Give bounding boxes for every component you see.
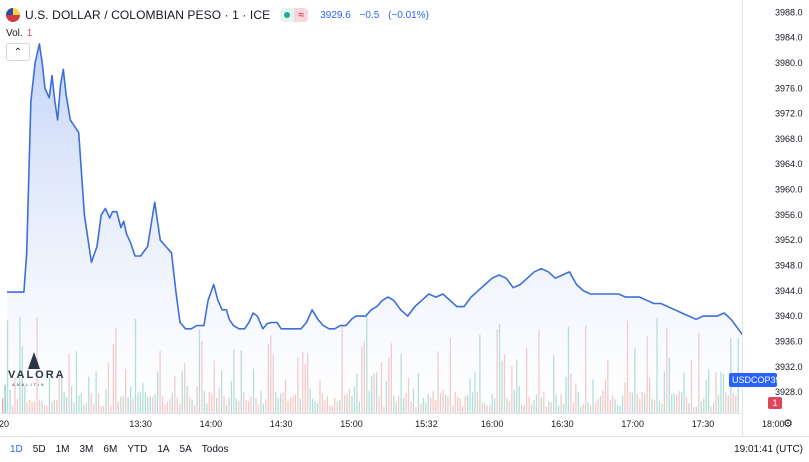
x-tick-label: 20	[0, 419, 9, 429]
symbol-title[interactable]: U.S. DOLLAR / COLOMBIAN PESO · 1 · ICE	[25, 8, 271, 22]
symbol-header[interactable]: U.S. DOLLAR / COLOMBIAN PESO · 1 · ICE ≈…	[6, 5, 435, 25]
last-price: 3929.6	[320, 9, 351, 21]
time-axis[interactable]: 20 13:30 14:00 14:30 15:00 15:32 16:00 16:30 17:…	[0, 413, 785, 430]
x-tick-label: 17:30	[692, 419, 715, 429]
date-range-selector[interactable]: 1D 5D 1M 3M 6M YTD 1A 5A Todos	[10, 444, 238, 455]
y-tick-label: 3972.0	[775, 109, 803, 119]
price-axis[interactable]: 3932.0 3936.0 3940.0 3944.0 3948.0 3952.0 3956…	[742, 0, 809, 436]
y-tick-label: 3976.0	[775, 83, 803, 93]
range-button-1m[interactable]: 1M	[55, 444, 70, 455]
x-tick-label: 15:32	[415, 419, 438, 429]
y-tick-label: 3968.0	[775, 134, 803, 144]
y-tick-label: 3952.0	[775, 235, 803, 245]
y-tick-label: 3984.0	[775, 33, 803, 43]
volume-bar	[4, 384, 6, 413]
x-tick-label: 16:00	[481, 419, 504, 429]
y-tick-label: 3988.0	[775, 7, 803, 17]
range-button-todos[interactable]: Todos	[201, 444, 229, 455]
y-tick-label: 3980.0	[775, 58, 803, 68]
volume-legend[interactable]: Vol. 1	[6, 28, 32, 39]
price-tag-value: 3929.6	[770, 375, 799, 385]
logo-tagline: ANALITIK	[12, 382, 46, 387]
x-tick-label: 14:30	[270, 419, 293, 429]
y-tick-label: 3928.0	[775, 387, 803, 397]
price-chart[interactable]: 3932.0 3936.0 3940.0 3944.0 3948.0 3952.0 3956…	[0, 0, 809, 436]
y-tick-label: 3936.0	[775, 336, 803, 346]
x-tick-label: 14:00	[200, 419, 223, 429]
price-area	[7, 43, 788, 414]
y-tick-label: 3964.0	[775, 159, 803, 169]
price-axis-bg	[742, 0, 809, 436]
price-change-pct: (−0.01%)	[388, 9, 429, 21]
market-open-dot-icon	[280, 8, 295, 22]
volume-bar	[2, 398, 4, 413]
y-tick-label: 3960.0	[775, 185, 803, 195]
volume-value: 1	[26, 28, 33, 39]
utc-clock[interactable]: 19:01:41 (UTC)	[734, 444, 803, 455]
volume-label: Vol.	[6, 28, 23, 39]
volume-tag: 1	[768, 397, 782, 409]
chevron-up-icon: ⌃	[13, 46, 23, 58]
y-tick-label: 3948.0	[775, 260, 803, 270]
range-button-1d[interactable]: 1D	[10, 444, 23, 455]
approx-equal-icon: ≈	[294, 8, 309, 22]
price-tag-symbol: USDCOP	[732, 375, 771, 385]
valora-logo: VALORA ANALITIK	[6, 352, 64, 388]
price-area-fill	[7, 43, 788, 414]
collapse-legend-button[interactable]: ⌃	[6, 43, 30, 61]
x-tick-label: 16:30	[551, 419, 574, 429]
logo-mark-icon	[28, 352, 40, 369]
market-status-pill[interactable]: ≈	[280, 8, 309, 22]
range-button-5a[interactable]: 5A	[179, 444, 192, 455]
range-button-ytd[interactable]: YTD	[127, 444, 148, 455]
price-line	[7, 43, 788, 371]
last-price-tag: USDCOP 3929.6	[729, 373, 798, 387]
x-tick-label: 15:00	[340, 419, 363, 429]
y-tick-label: 3956.0	[775, 210, 803, 220]
x-tick-label: 17:00	[621, 419, 644, 429]
logo-word: VALORA	[8, 369, 66, 381]
price-change: −0.5	[359, 9, 380, 21]
bottom-toolbar: 1D 5D 1M 3M 6M YTD 1A 5A Todos 19:01:41 (UTC)	[0, 436, 809, 462]
usd-cop-flag-icon	[6, 8, 20, 22]
range-button-6m[interactable]: 6M	[103, 444, 118, 455]
gear-icon[interactable]: ⚙	[783, 417, 793, 430]
y-tick-label: 3932.0	[775, 362, 803, 372]
range-button-5d[interactable]: 5D	[32, 444, 46, 455]
last-price-line: 3929.6 −0.5 (−0.01%)	[320, 10, 435, 21]
y-tick-label: 3940.0	[775, 311, 803, 321]
y-tick-label: 3944.0	[775, 286, 803, 296]
x-tick-label: 18:00	[762, 419, 785, 429]
x-tick-label: 13:30	[129, 419, 152, 429]
range-button-1a[interactable]: 1A	[157, 444, 170, 455]
range-button-3m[interactable]: 3M	[79, 444, 94, 455]
